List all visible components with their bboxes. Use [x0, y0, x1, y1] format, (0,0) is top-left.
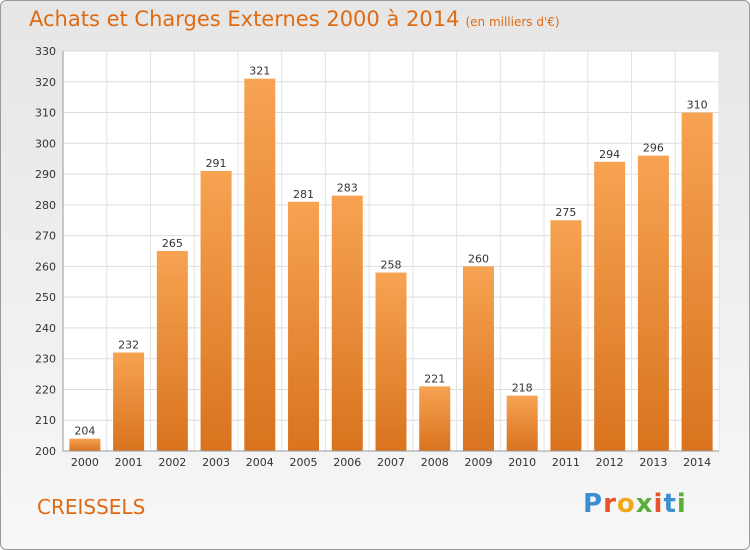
- data-label: 265: [162, 237, 183, 250]
- y-tick-label: 250: [35, 291, 56, 304]
- logo-letter: P: [583, 489, 604, 519]
- data-label: 204: [74, 425, 95, 438]
- proxiti-logo: Proxiti: [583, 489, 687, 519]
- x-tick-label: 2013: [639, 456, 667, 469]
- logo-letter: x: [635, 489, 654, 519]
- data-label: 258: [381, 259, 402, 272]
- bar: [200, 171, 232, 451]
- logo-letter: r: [603, 489, 617, 519]
- data-label: 260: [468, 252, 489, 265]
- bar: [419, 386, 451, 451]
- y-tick-label: 270: [35, 230, 56, 243]
- y-tick-label: 290: [35, 168, 56, 181]
- x-tick-label: 2000: [71, 456, 99, 469]
- data-label: 321: [249, 65, 270, 78]
- bar: [462, 266, 494, 451]
- commune-name: CREISSELS: [37, 495, 146, 519]
- logo-letter: i: [653, 489, 664, 519]
- data-label: 310: [687, 99, 708, 112]
- data-label: 291: [206, 157, 227, 170]
- x-tick-label: 2010: [508, 456, 536, 469]
- bar: [681, 112, 713, 452]
- bar: [506, 395, 538, 451]
- y-tick-label: 240: [35, 322, 56, 335]
- x-tick-label: 2011: [552, 456, 580, 469]
- title-unit: (en milliers d'€): [465, 15, 560, 29]
- bar: [156, 251, 188, 451]
- x-tick-label: 2006: [333, 456, 361, 469]
- bar: [113, 352, 145, 451]
- x-tick-label: 2004: [246, 456, 274, 469]
- bar: [375, 272, 407, 451]
- logo-letter: o: [616, 489, 636, 519]
- bar: [244, 78, 276, 451]
- data-label: 294: [599, 148, 620, 161]
- data-label: 281: [293, 188, 314, 201]
- bar: [594, 161, 626, 451]
- x-tick-label: 2014: [683, 456, 711, 469]
- y-tick-label: 230: [35, 353, 56, 366]
- bar: [637, 155, 669, 451]
- data-label: 232: [118, 339, 139, 352]
- y-tick-label: 260: [35, 260, 56, 273]
- data-label: 275: [555, 206, 576, 219]
- y-tick-label: 330: [35, 45, 56, 58]
- y-tick-label: 300: [35, 137, 56, 150]
- title-text: Achats et Charges Externes 2000 à 2014: [29, 7, 460, 31]
- bar: [69, 438, 101, 451]
- x-tick-label: 2012: [596, 456, 624, 469]
- data-label: 221: [424, 372, 445, 385]
- x-tick-label: 2002: [158, 456, 186, 469]
- bar: [331, 195, 363, 451]
- bar: [550, 220, 582, 451]
- logo-letter: t: [663, 489, 677, 519]
- x-tick-label: 2007: [377, 456, 405, 469]
- x-tick-label: 2005: [290, 456, 318, 469]
- y-tick-label: 200: [35, 445, 56, 458]
- chart-title: Achats et Charges Externes 2000 à 2014 (e…: [29, 7, 560, 31]
- data-label: 283: [337, 182, 358, 195]
- y-tick-label: 220: [35, 383, 56, 396]
- y-tick-label: 320: [35, 76, 56, 89]
- x-tick-label: 2001: [115, 456, 143, 469]
- x-tick-label: 2003: [202, 456, 230, 469]
- bar: [288, 201, 320, 451]
- y-tick-label: 280: [35, 199, 56, 212]
- x-tick-label: 2009: [464, 456, 492, 469]
- logo-letter: i: [676, 489, 687, 519]
- x-tick-label: 2008: [421, 456, 449, 469]
- y-tick-label: 310: [35, 107, 56, 120]
- data-label: 296: [643, 142, 664, 155]
- y-tick-label: 210: [35, 414, 56, 427]
- data-label: 218: [512, 382, 533, 395]
